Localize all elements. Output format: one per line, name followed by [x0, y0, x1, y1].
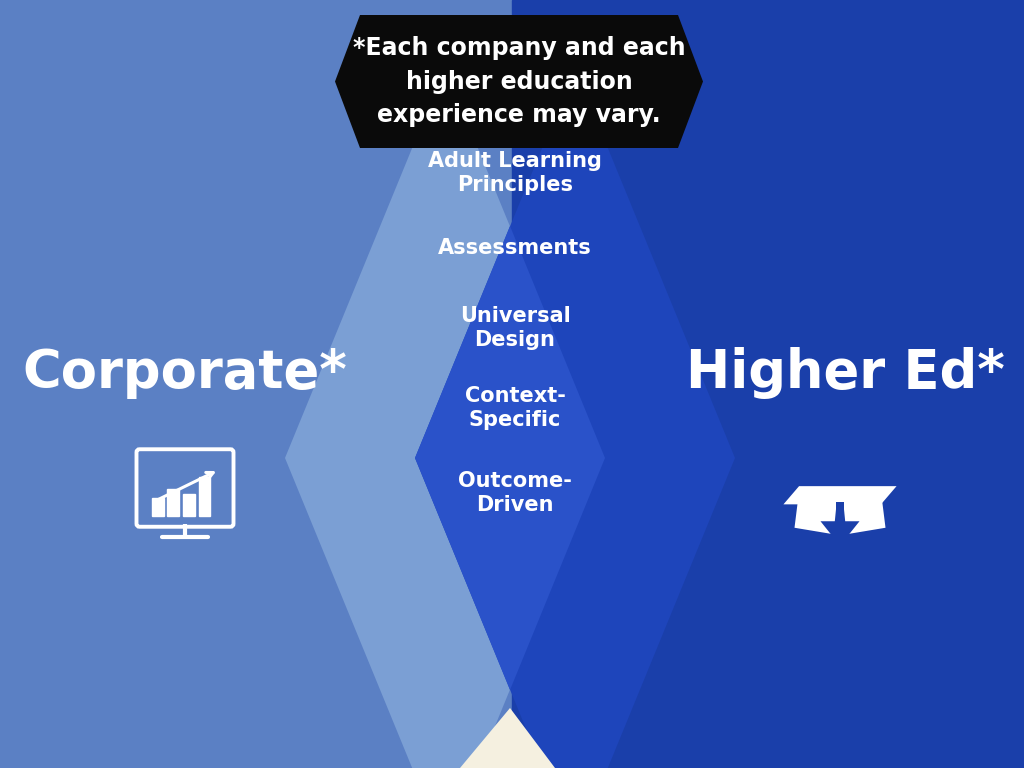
Bar [0, 0, 512, 768]
Text: Universal
Design: Universal Design [460, 306, 570, 349]
Text: Adult Learning
Principles: Adult Learning Principles [428, 151, 602, 194]
Polygon shape [335, 15, 703, 148]
Polygon shape [415, 226, 605, 690]
Polygon shape [837, 502, 844, 535]
Polygon shape [820, 521, 859, 538]
Bar [183, 494, 195, 516]
Polygon shape [795, 502, 837, 535]
Bar [152, 498, 164, 516]
Polygon shape [843, 502, 886, 535]
Polygon shape [460, 708, 555, 768]
Polygon shape [415, 68, 735, 768]
Polygon shape [783, 486, 897, 505]
Text: Context-
Specific: Context- Specific [465, 386, 565, 429]
Text: Higher Ed*: Higher Ed* [685, 347, 1005, 399]
Bar [168, 488, 179, 516]
Bar [512, 0, 1024, 768]
Text: Assessments: Assessments [438, 238, 592, 258]
Polygon shape [285, 68, 605, 768]
Text: *Each company and each
higher education
experience may vary.: *Each company and each higher education … [352, 36, 685, 127]
Text: Outcome-
Driven: Outcome- Driven [458, 472, 572, 515]
Text: Corporate*: Corporate* [23, 347, 347, 399]
Bar [199, 477, 210, 516]
